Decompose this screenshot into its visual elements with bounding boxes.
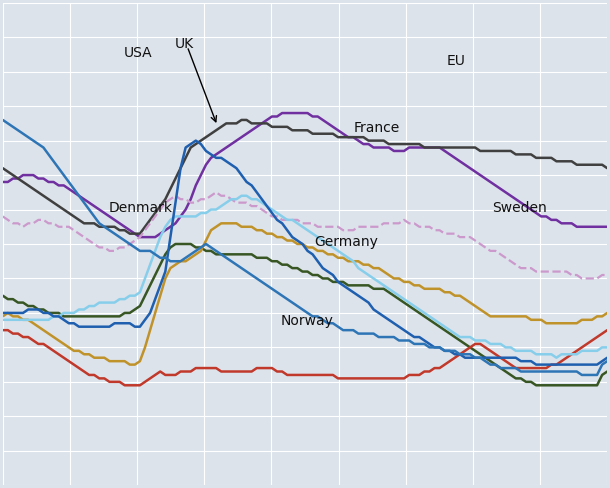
- Text: Denmark: Denmark: [109, 201, 173, 215]
- Text: Germany: Germany: [314, 235, 378, 248]
- Text: France: France: [353, 121, 400, 135]
- Text: USA: USA: [124, 46, 152, 61]
- Text: Norway: Norway: [281, 314, 334, 328]
- Text: EU: EU: [447, 54, 466, 68]
- Text: Sweden: Sweden: [492, 201, 547, 215]
- Text: UK: UK: [175, 37, 194, 51]
